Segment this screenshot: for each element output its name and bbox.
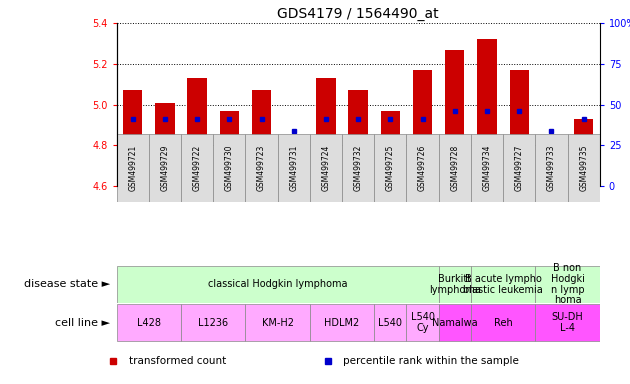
Text: cell line ►: cell line ► — [55, 318, 110, 328]
FancyBboxPatch shape — [471, 134, 503, 202]
Text: GSM499723: GSM499723 — [257, 145, 266, 191]
FancyBboxPatch shape — [471, 266, 536, 303]
Bar — [348, 90, 368, 186]
FancyBboxPatch shape — [310, 304, 374, 341]
FancyBboxPatch shape — [536, 134, 568, 202]
Bar — [478, 40, 496, 186]
Text: Burkitt
lymphoma: Burkitt lymphoma — [429, 274, 481, 295]
FancyBboxPatch shape — [471, 304, 536, 341]
FancyBboxPatch shape — [406, 134, 438, 202]
FancyBboxPatch shape — [246, 134, 278, 202]
FancyBboxPatch shape — [568, 134, 600, 202]
FancyBboxPatch shape — [117, 134, 149, 202]
Bar — [284, 149, 304, 186]
Text: GSM499731: GSM499731 — [289, 145, 298, 191]
Bar — [381, 111, 400, 186]
FancyBboxPatch shape — [374, 134, 406, 202]
Text: percentile rank within the sample: percentile rank within the sample — [343, 356, 519, 366]
Text: L1236: L1236 — [198, 318, 228, 328]
FancyBboxPatch shape — [438, 134, 471, 202]
Text: Reh: Reh — [494, 318, 512, 328]
FancyBboxPatch shape — [213, 134, 246, 202]
Text: GSM499735: GSM499735 — [579, 145, 588, 191]
Bar — [155, 103, 175, 186]
Bar — [316, 78, 336, 186]
Text: GSM499727: GSM499727 — [515, 145, 524, 191]
Text: GSM499732: GSM499732 — [353, 145, 363, 191]
Text: L540: L540 — [379, 318, 403, 328]
Text: L428: L428 — [137, 318, 161, 328]
Text: B acute lympho
blastic leukemia: B acute lympho blastic leukemia — [463, 274, 543, 295]
FancyBboxPatch shape — [181, 134, 213, 202]
FancyBboxPatch shape — [246, 304, 310, 341]
Bar — [510, 70, 529, 186]
FancyBboxPatch shape — [536, 304, 600, 341]
Bar — [187, 78, 207, 186]
Text: GSM499724: GSM499724 — [321, 145, 331, 191]
Text: B non
Hodgki
n lymp
homa: B non Hodgki n lymp homa — [551, 263, 585, 305]
Text: SU-DH
L-4: SU-DH L-4 — [552, 312, 583, 333]
Text: Namalwa: Namalwa — [432, 318, 478, 328]
Bar — [220, 111, 239, 186]
Title: GDS4179 / 1564490_at: GDS4179 / 1564490_at — [277, 7, 439, 21]
FancyBboxPatch shape — [149, 134, 181, 202]
Bar — [542, 149, 561, 186]
Text: disease state ►: disease state ► — [24, 279, 110, 289]
Text: GSM499722: GSM499722 — [193, 145, 202, 191]
Text: classical Hodgkin lymphoma: classical Hodgkin lymphoma — [208, 279, 347, 289]
Text: GSM499726: GSM499726 — [418, 145, 427, 191]
FancyBboxPatch shape — [310, 134, 342, 202]
Text: L540
Cy: L540 Cy — [411, 312, 435, 333]
Text: GSM499734: GSM499734 — [483, 145, 491, 191]
FancyBboxPatch shape — [503, 134, 536, 202]
FancyBboxPatch shape — [536, 266, 600, 303]
FancyBboxPatch shape — [342, 134, 374, 202]
FancyBboxPatch shape — [438, 304, 471, 341]
Text: GSM499729: GSM499729 — [161, 145, 169, 191]
Text: GSM499725: GSM499725 — [386, 145, 395, 191]
Text: HDLM2: HDLM2 — [324, 318, 360, 328]
Bar — [123, 90, 142, 186]
Text: transformed count: transformed count — [129, 356, 226, 366]
Text: KM-H2: KM-H2 — [261, 318, 294, 328]
FancyBboxPatch shape — [181, 304, 246, 341]
FancyBboxPatch shape — [117, 266, 438, 303]
Bar — [445, 50, 464, 186]
Text: GSM499721: GSM499721 — [128, 145, 137, 191]
Bar — [574, 119, 593, 186]
Bar — [413, 70, 432, 186]
Text: GSM499728: GSM499728 — [450, 145, 459, 191]
FancyBboxPatch shape — [117, 304, 181, 341]
FancyBboxPatch shape — [406, 304, 438, 341]
Text: GSM499730: GSM499730 — [225, 145, 234, 191]
FancyBboxPatch shape — [374, 304, 406, 341]
Text: GSM499733: GSM499733 — [547, 145, 556, 191]
FancyBboxPatch shape — [438, 266, 471, 303]
FancyBboxPatch shape — [278, 134, 310, 202]
Bar — [252, 90, 271, 186]
